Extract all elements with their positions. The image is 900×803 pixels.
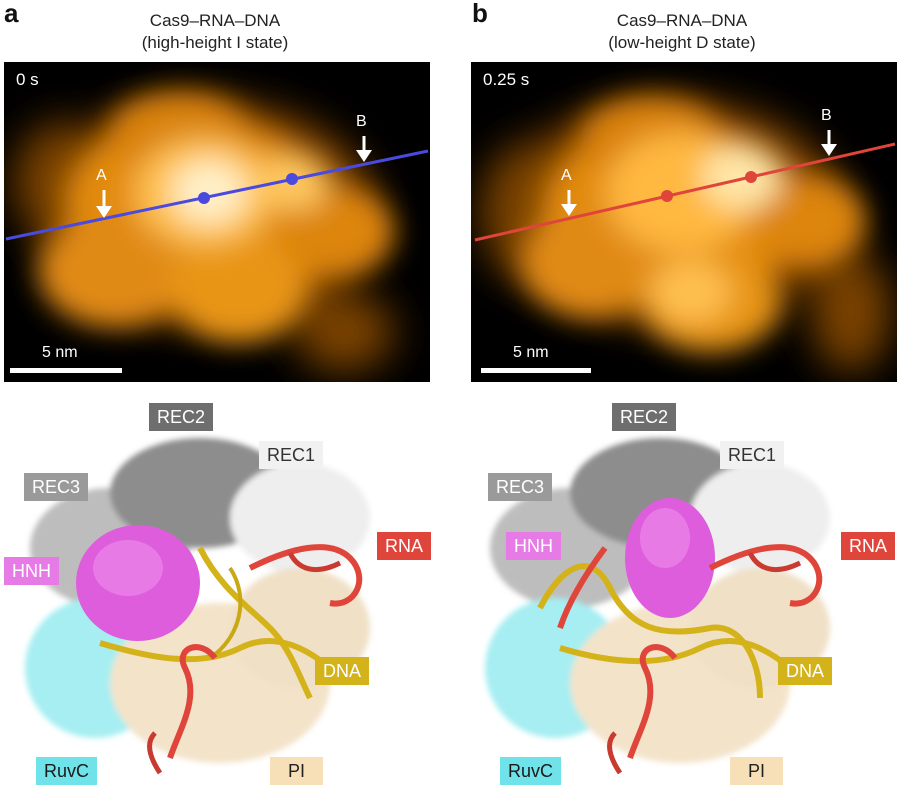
point-label-a-b: A <box>561 167 572 184</box>
label-pi-a: PI <box>270 757 324 785</box>
label-hnh-b: HNH <box>506 532 561 560</box>
profile-point-2-a <box>286 173 298 185</box>
label-rec2-a: REC2 <box>149 403 214 431</box>
panel-b-letter: b <box>472 0 488 28</box>
label-hnh-a: HNH <box>4 557 59 585</box>
panel-a-title: Cas9–RNA–DNA (high-height I state) <box>65 10 365 54</box>
dna-strand-a <box>99 546 332 700</box>
label-rec2-b: REC2 <box>612 403 677 431</box>
label-rec3-b: REC3 <box>488 473 553 501</box>
afm-time-a: 0 s <box>16 70 39 89</box>
label-ruvc-b: RuvC <box>500 757 562 785</box>
panel-a-title-line2: (high-height I state) <box>141 33 289 52</box>
label-dna-b: DNA <box>778 657 833 685</box>
panel-b-title-line1: Cas9–RNA–DNA <box>616 11 748 30</box>
arrow-a-b <box>561 190 577 216</box>
profile-line-b <box>474 142 896 242</box>
panel-a-letter: a <box>4 0 19 28</box>
afm-image-b: 0.25 s A B 5 nm <box>471 62 897 382</box>
afm-image-a: 0 s A B 5 nm <box>4 62 430 382</box>
dna-strand-b <box>537 563 792 699</box>
arrow-a-a <box>96 190 112 218</box>
scale-label-b: 5 nm <box>513 344 549 361</box>
arrow-b-a <box>356 136 372 162</box>
structure-a: REC2 REC1 REC3 HNH RNA DNA RuvC PI <box>0 398 440 798</box>
rna-strand-b <box>557 544 823 759</box>
structure-b-render <box>485 438 830 775</box>
point-label-b-a: B <box>356 113 367 130</box>
profile-point-1-b <box>661 190 673 202</box>
point-label-a-a: A <box>96 167 107 184</box>
label-dna-a: DNA <box>315 657 370 685</box>
scale-bar-a <box>10 368 122 373</box>
panel-a-title-line1: Cas9–RNA–DNA <box>149 11 281 30</box>
panel-b-title-line2: (low-height D state) <box>608 33 756 52</box>
structure-a-render <box>25 438 370 775</box>
scale-label-a: 5 nm <box>42 344 78 361</box>
panel-b-title: Cas9–RNA–DNA (low-height D state) <box>532 10 832 54</box>
label-pi-b: PI <box>730 757 784 785</box>
structure-b: REC2 REC1 REC3 HNH RNA DNA RuvC PI <box>460 398 900 798</box>
label-rna-b: RNA <box>841 532 896 560</box>
label-rec1-a: REC1 <box>259 441 324 469</box>
scale-bar-b <box>481 368 591 373</box>
point-label-b-b: B <box>821 107 832 124</box>
profile-point-1-a <box>198 192 210 204</box>
arrow-b-b <box>821 130 837 156</box>
label-rec3-a: REC3 <box>24 473 89 501</box>
rna-strand-a <box>167 544 363 759</box>
profile-point-2-b <box>745 171 757 183</box>
label-ruvc-a: RuvC <box>36 757 98 785</box>
label-rna-a: RNA <box>377 532 432 560</box>
afm-time-b: 0.25 s <box>483 70 530 89</box>
label-rec1-b: REC1 <box>720 441 785 469</box>
profile-line-a <box>5 149 429 241</box>
